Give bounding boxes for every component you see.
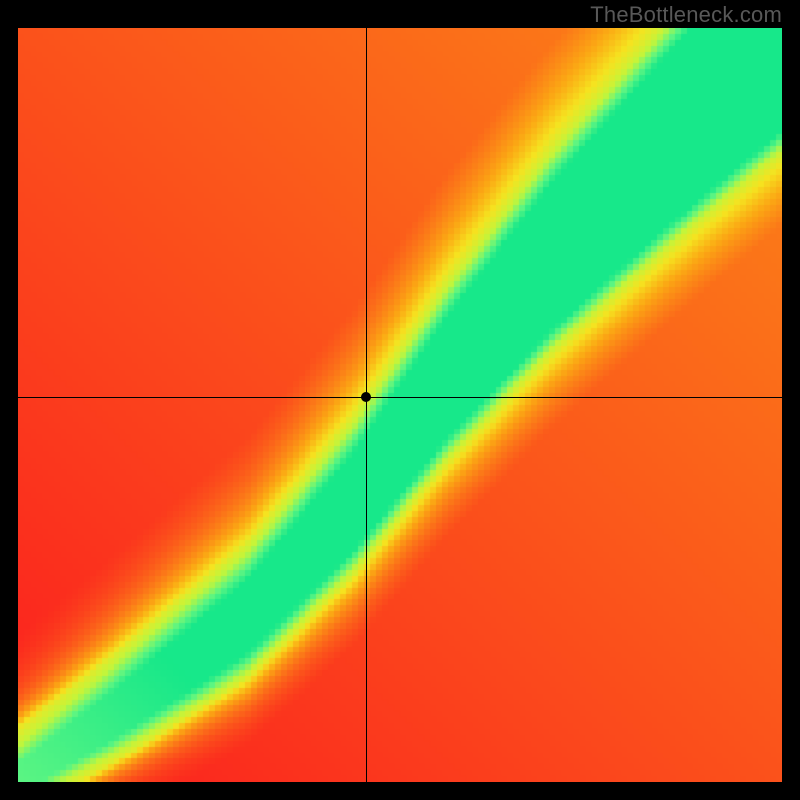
crosshair-marker [361, 392, 371, 402]
crosshair-horizontal [18, 397, 782, 398]
heatmap-plot-area [18, 28, 782, 782]
heatmap-canvas [18, 28, 782, 782]
watermark-text: TheBottleneck.com [590, 2, 782, 28]
figure-container: TheBottleneck.com [0, 0, 800, 800]
crosshair-vertical [366, 28, 367, 782]
